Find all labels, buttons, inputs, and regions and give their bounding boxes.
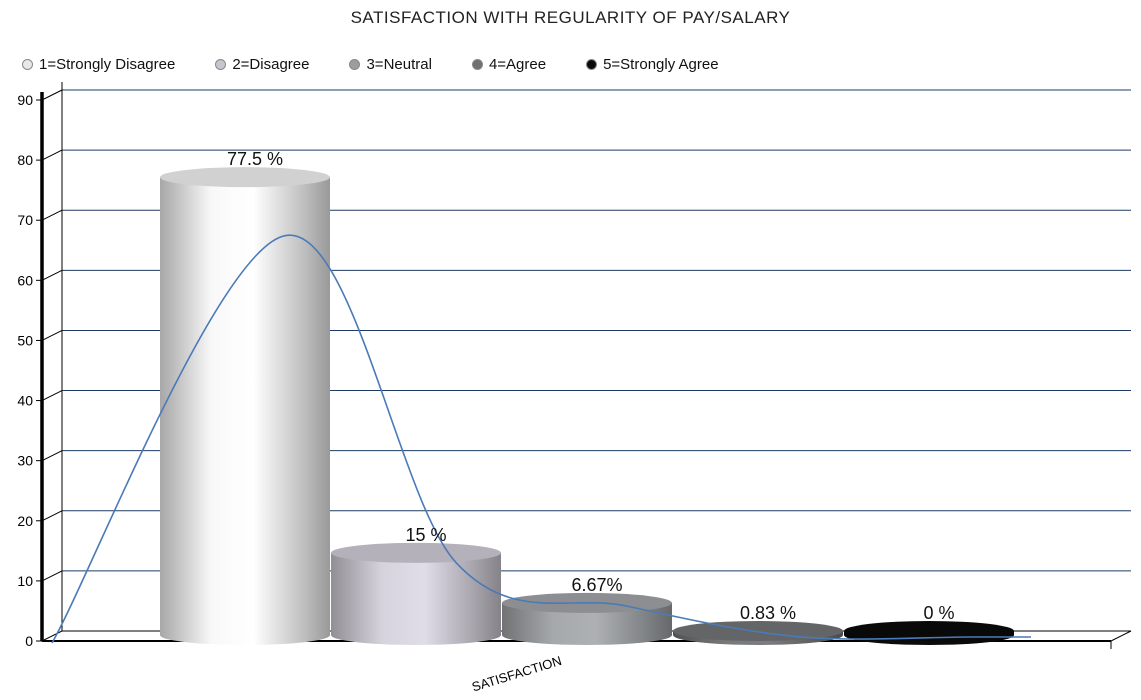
trend-line bbox=[51, 234, 1032, 644]
y-tick-label: 10 bbox=[17, 573, 33, 589]
data-label: 0 % bbox=[923, 603, 954, 623]
y-tick-label: 50 bbox=[17, 332, 33, 348]
y-tick-label: 30 bbox=[17, 453, 33, 469]
bar-body bbox=[160, 177, 330, 645]
bar-top bbox=[673, 621, 843, 641]
y-tick-depth bbox=[41, 209, 63, 221]
y-tick-label: 0 bbox=[25, 633, 33, 649]
legend-item: 1=Strongly Disagree bbox=[22, 56, 175, 73]
bar-layer bbox=[160, 167, 1014, 645]
bar bbox=[844, 621, 1014, 645]
legend-label: 1=Strongly Disagree bbox=[39, 55, 176, 73]
trend-line-layer bbox=[51, 234, 1032, 644]
y-tick-label: 60 bbox=[17, 272, 33, 288]
y-tick-depth bbox=[41, 510, 63, 522]
data-label: 15 % bbox=[405, 525, 446, 545]
legend-label: 3=Neutral bbox=[366, 55, 432, 73]
bar-top bbox=[331, 542, 501, 563]
y-tick-depth bbox=[41, 630, 63, 642]
chart-title: SATISFACTION WITH REGULARITY OF PAY/SALA… bbox=[350, 8, 791, 27]
y-tick-depth bbox=[41, 149, 63, 161]
legend-swatch-icon bbox=[586, 58, 598, 70]
x-axis-label: SATISFACTION bbox=[470, 653, 563, 695]
bar-body bbox=[331, 552, 501, 645]
bar bbox=[331, 542, 501, 645]
y-tick-depth bbox=[41, 269, 63, 281]
legend-item: 4=Agree bbox=[471, 55, 547, 73]
bar bbox=[160, 167, 330, 645]
y-tick-depth bbox=[41, 329, 63, 341]
y-tick-depth bbox=[41, 450, 63, 462]
y-tick-label: 40 bbox=[17, 393, 33, 409]
bar-body bbox=[502, 602, 672, 645]
data-label-layer: 77.5 % 15 % 6.67% 0.83 % 0 % bbox=[227, 149, 955, 623]
y-tick-label: 80 bbox=[17, 152, 33, 168]
bar-top bbox=[844, 621, 1014, 641]
data-label: 77.5 % bbox=[227, 149, 283, 169]
legend: 1=Strongly Disagree 2=Disagree 3=Neutral 4=… bbox=[22, 53, 719, 75]
y-tick-depth bbox=[41, 570, 63, 582]
legend-swatch-icon bbox=[22, 58, 33, 70]
legend-swatch-icon bbox=[349, 58, 361, 70]
legend-label: 4=Agree bbox=[488, 55, 547, 73]
y-tick-depth bbox=[41, 390, 63, 402]
legend-item: 5=Strongly Agree bbox=[586, 56, 719, 73]
legend-item: 2=Disagree bbox=[215, 56, 309, 73]
legend-label: 2=Disagree bbox=[232, 55, 310, 73]
data-label: 6.67% bbox=[571, 575, 622, 595]
legend-swatch-icon bbox=[215, 58, 227, 70]
y-tick-label: 90 bbox=[17, 92, 33, 108]
legend-swatch-icon bbox=[471, 58, 483, 70]
legend-item: 3=Neutral bbox=[349, 55, 432, 73]
data-label: 0.83 % bbox=[740, 603, 796, 623]
x-axis-corner bbox=[1110, 630, 1132, 642]
y-tick-label: 70 bbox=[17, 212, 33, 228]
bar-top bbox=[160, 167, 330, 188]
bar bbox=[673, 621, 843, 645]
y-tick-depth bbox=[41, 89, 63, 101]
y-tick-label: 20 bbox=[17, 513, 33, 529]
legend-label: 5=Strongly Agree bbox=[603, 55, 719, 73]
